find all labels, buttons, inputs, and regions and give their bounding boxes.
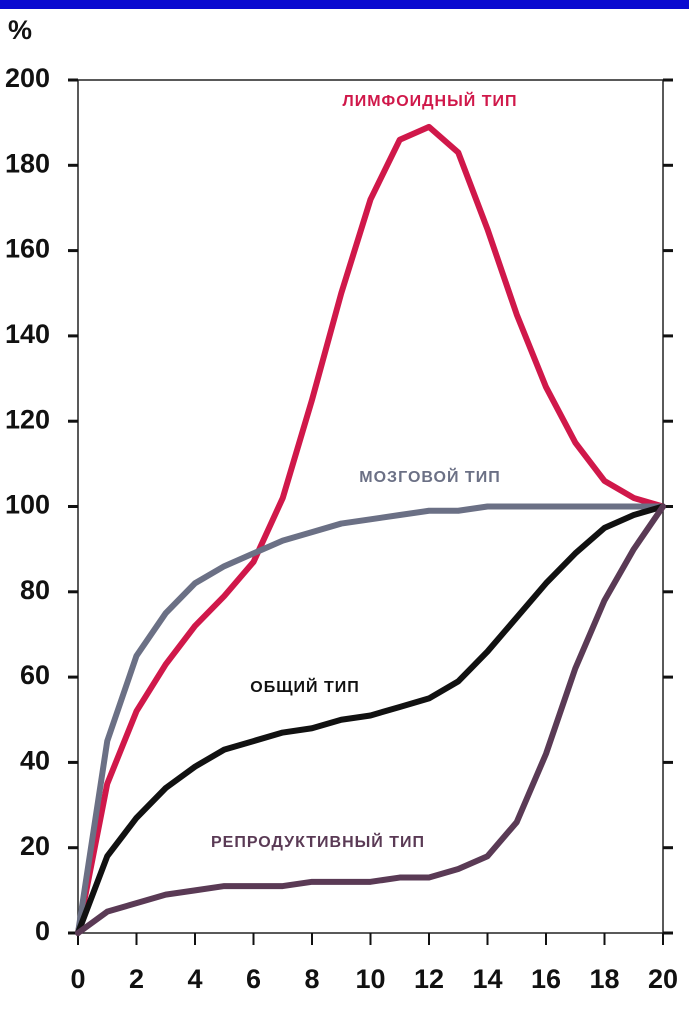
x-tick-label: 18 [589,964,619,994]
y-tick-label: 140 [5,319,50,349]
series-label: РЕПРОДУКТИВНЫЙ ТИП [211,832,425,851]
series-line [78,507,663,934]
x-tick-label: 2 [129,964,144,994]
top-bar [0,0,689,9]
y-tick-label: 40 [20,746,50,776]
x-tick-label: 20 [648,964,678,994]
y-tick-label: 100 [5,490,50,520]
x-tick-label: 10 [355,964,385,994]
y-tick-label: 160 [5,234,50,264]
y-tick-label: 120 [5,404,50,434]
series-label: МОЗГОВОЙ ТИП [359,467,500,486]
y-tick-label: 0 [35,916,50,946]
x-tick-label: 16 [531,964,561,994]
series-line [78,507,663,934]
y-axis-label: % [8,15,32,45]
y-tick-label: 60 [20,660,50,690]
y-tick-label: 80 [20,575,50,605]
y-tick-label: 200 [5,63,50,93]
page: {"chart_data": {"type": "line", "y_label… [0,0,689,1009]
x-tick-label: 0 [70,964,85,994]
chart: % 0 20 40 60 80 100 120 140 160 180 200 0 2 4 6 8 10 12 14… [0,0,689,1009]
x-tick-label: 4 [187,964,202,994]
series-label: ОБЩИЙ ТИП [250,677,359,696]
x-tick-label: 12 [414,964,444,994]
x-tick-label: 14 [472,964,502,994]
y-tick-label: 180 [5,148,50,178]
series-line [78,127,663,933]
series-label: ЛИМФОИДНЫЙ ТИП [343,91,518,110]
y-tick-label: 20 [20,831,50,861]
x-tick-label: 8 [304,964,319,994]
x-tick-label: 6 [246,964,261,994]
series-line [78,507,663,934]
